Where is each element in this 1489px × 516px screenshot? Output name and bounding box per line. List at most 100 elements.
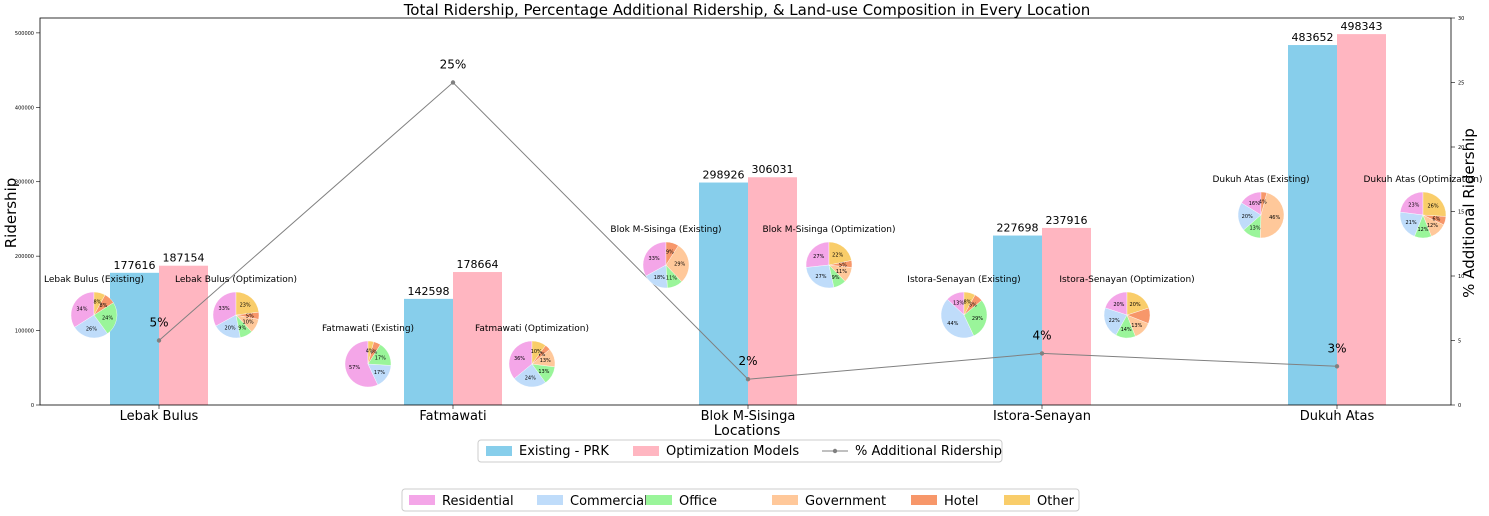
pie-slice-label: 22% — [1109, 318, 1120, 324]
pie-slice-label: 29% — [972, 316, 983, 322]
pie-slice-other — [828, 241, 852, 266]
legend-swatch — [1004, 495, 1030, 505]
y-tick-label: 300000 — [15, 180, 34, 186]
legend-label: Government — [805, 494, 886, 509]
pie-slice-other — [1126, 291, 1150, 316]
pie-slice-other — [531, 340, 546, 365]
y-tick-label: 100000 — [15, 329, 34, 335]
pie-slice-label: 11% — [666, 276, 677, 282]
pie-slice-hotel — [665, 241, 679, 266]
y2-tick-label: 15 — [1458, 210, 1464, 216]
bar-existing — [699, 182, 748, 405]
pie-slice-residential — [344, 340, 379, 388]
pie-slice-label: 16% — [1249, 201, 1260, 207]
additional-ridership-point — [745, 377, 751, 382]
pie-slice-label: 13% — [538, 369, 549, 375]
pie-title: Istora-Senayan (Optimization) — [1059, 275, 1194, 285]
legend-marker — [832, 448, 838, 454]
pie-title: Lebak Bulus (Optimization) — [175, 275, 297, 285]
legend-landuse: Residential Commercial Office Government Hot… — [401, 488, 1080, 512]
legend-swatch — [537, 495, 563, 505]
y2-tick-label: 0 — [1458, 403, 1461, 409]
legend-swatch — [772, 495, 798, 505]
legend-series: Existing - PRK Optimization Models % Addit… — [477, 439, 1003, 463]
pie-slice-label: 20% — [225, 325, 236, 331]
bar-optimization — [159, 265, 208, 405]
pie-chart: Dukuh Atas (Optimization)23%21%12%12%6%2… — [1363, 175, 1483, 239]
pie-slice-label: 13% — [540, 358, 551, 364]
legend-label: Office — [679, 494, 717, 509]
pie-title: Dukuh Atas (Existing) — [1212, 175, 1309, 185]
legend-swatch — [486, 446, 512, 456]
pie-slice-label: 9% — [832, 275, 840, 281]
x-axis-label: Locations — [714, 423, 781, 439]
pie-slice-label: 13% — [953, 300, 964, 306]
pie-slice-label: 24% — [102, 316, 113, 322]
pie-slice-label: 36% — [514, 356, 525, 362]
pie-slice-label: 22% — [832, 252, 843, 258]
pie-slice-label: 24% — [525, 376, 536, 382]
legend-box — [477, 439, 1003, 463]
pie-slice-label: 10% — [243, 320, 254, 326]
legend-label: Hotel — [944, 494, 978, 509]
pie-title: Fatmawati (Existing) — [322, 324, 414, 334]
y-tick-label: 0 — [31, 403, 34, 409]
pie-title: Dukuh Atas (Optimization) — [1363, 175, 1482, 185]
pie-slice-label: 46% — [1269, 215, 1280, 221]
pie-slice-label: 4% — [537, 352, 545, 358]
pie-slice-label: 9% — [238, 325, 246, 331]
pie-slice-commercial — [513, 363, 546, 388]
bar-optimization — [1337, 34, 1386, 406]
pie-slice-label: 20% — [1242, 214, 1253, 220]
bar-optimization — [1042, 227, 1091, 405]
legend-swatch — [633, 446, 659, 456]
pie-slice-label: 11% — [836, 269, 847, 275]
pie-chart: Fatmawati (Existing)57%17%17%5%4% — [322, 324, 414, 388]
legend-box — [401, 488, 1080, 512]
pie-slice-office — [93, 302, 118, 334]
y-tick-label: 400000 — [15, 105, 34, 111]
bar-optimization — [748, 177, 797, 405]
x-tick-label: Istora-Senayan — [993, 409, 1091, 424]
bar-existing — [993, 235, 1042, 405]
y2-axis-label: % Additional Ridership — [1460, 128, 1478, 298]
pie-slice-label: 8% — [99, 303, 107, 309]
pie-slice-residential — [1399, 191, 1424, 216]
pie-slice-label: 13% — [1131, 323, 1142, 329]
y2-tick-label: 20 — [1458, 145, 1464, 151]
y-axis-label: Ridership — [2, 178, 20, 249]
bar-value-label: 306031 — [752, 163, 794, 176]
pie-slice-other — [963, 291, 976, 316]
bar-value-label: 237916 — [1046, 214, 1088, 227]
x-tick-label: Fatmawati — [419, 409, 486, 424]
pie-slice-label: 5% — [246, 313, 254, 319]
pie-title: Blok M-Sisinga (Existing) — [610, 225, 721, 235]
pie-slice-commercial — [805, 264, 835, 289]
bar-value-label: 177616 — [114, 259, 156, 272]
pie-chart: Istora-Senayan (Existing) 13% 44% 29% 6%8% — [907, 275, 1021, 339]
pie-chart: Lebak Bulus (Optimization) 33% 20% 9%10%5% 2… — [175, 275, 297, 339]
legend-label: Commercial — [570, 494, 648, 509]
pie-slice-label: 23% — [240, 303, 251, 309]
pie-chart: Dukuh Atas (Existing) 16% 20% 13% 46% 4% — [1212, 175, 1310, 239]
pie-slice-label: 9% — [666, 250, 674, 256]
pie-chart: Blok M-Sisinga (Existing) 33% 18% 11% 29%9% — [610, 225, 722, 289]
pie-chart: Blok M-Sisinga (Optimization) 27% 27% 9%11%… — [762, 225, 896, 289]
bar-existing — [404, 298, 453, 405]
x-tick-label: Lebak Bulus — [120, 409, 199, 424]
pie-slice-label: 4% — [366, 348, 374, 354]
x-tick-label: Blok M-Sisinga — [701, 409, 796, 424]
pie-slice-commercial — [74, 314, 108, 339]
additional-ridership-label: 3% — [1327, 341, 1346, 355]
legend-swatch — [911, 495, 937, 505]
pie-slice-label: 12% — [1427, 223, 1438, 229]
y2-tick-label: 10 — [1458, 274, 1464, 280]
legend-swatch — [409, 495, 435, 505]
pie-slice-label: 6% — [969, 302, 977, 308]
bar-value-label: 483652 — [1292, 31, 1334, 44]
bar-value-label: 187154 — [163, 252, 205, 265]
pie-slice-label: 5% — [370, 349, 378, 355]
additional-ridership-label: 25% — [440, 58, 467, 72]
pie-slice-label: 14% — [1121, 327, 1132, 333]
